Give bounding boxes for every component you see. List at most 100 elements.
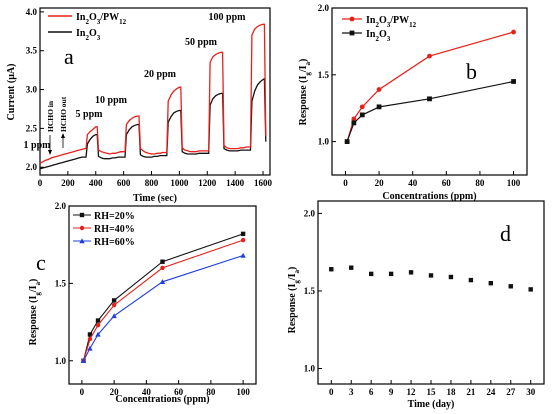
x-tick-label: 0	[80, 387, 85, 397]
x-tick-label: 0	[343, 178, 348, 188]
x-tick-label: 1600	[254, 178, 273, 188]
data-point	[528, 287, 533, 292]
text-part: In	[76, 28, 86, 39]
concentration-label: 50 ppm	[185, 37, 218, 48]
subscript: 2	[375, 21, 379, 29]
x-axis-title: Time (sec)	[133, 193, 177, 204]
x-tick-label: 0	[329, 387, 334, 397]
text-part: )	[28, 279, 39, 282]
x-tick-label: 200	[61, 178, 75, 188]
data-point	[111, 298, 117, 303]
x-tick-label: 40	[408, 178, 418, 188]
data-point	[427, 53, 432, 59]
x-tick-label: 20	[375, 178, 385, 188]
y-tick-label: 1.0	[304, 363, 316, 373]
concentration-label: 100 ppm	[209, 12, 247, 23]
plot-frame	[68, 205, 257, 385]
legend-label: In2O3/PW12	[366, 15, 417, 29]
x-tick-label: 100	[236, 387, 250, 397]
x-tick-label: 15	[427, 387, 437, 397]
text-part: /PW	[99, 12, 119, 23]
subscript: 2	[85, 18, 89, 26]
subscript: 2	[375, 35, 379, 43]
x-tick-label: 100	[507, 178, 521, 188]
y-tick-label: 3.5	[26, 46, 38, 56]
text-part: O	[89, 12, 97, 23]
legend: RH=20% RH=40% RH=60%	[73, 211, 135, 248]
data-point	[95, 331, 101, 337]
data-point	[427, 96, 432, 102]
panel-letter: c	[36, 250, 46, 275]
series-line-red	[82, 239, 244, 361]
x-axis-title: Concentrations (ppm)	[115, 394, 209, 405]
subscript: g	[293, 280, 301, 284]
subscript: 3	[387, 35, 391, 43]
x-tick-label: 1000	[170, 178, 189, 188]
series-line-black	[39, 77, 267, 170]
data-point	[329, 267, 334, 272]
panel-letter: a	[64, 44, 74, 69]
x-tick-label: 3	[349, 387, 354, 397]
data-point	[359, 104, 365, 110]
data-point	[111, 313, 117, 319]
legend-marker	[79, 225, 85, 231]
x-tick-label: 30	[526, 387, 536, 397]
series-line-black	[82, 233, 244, 361]
panel-d: 0 3 6 9 12 15 18 21 24 27 30 1.0 1.5 2.0 d Time (day) Re…	[287, 200, 545, 410]
legend-marker	[349, 16, 355, 22]
data-point	[359, 112, 365, 118]
data-point	[376, 87, 382, 92]
hcho-out-label: HCHO out	[59, 96, 68, 132]
data-point	[95, 322, 101, 328]
data-point	[468, 277, 474, 283]
data-point	[351, 116, 357, 122]
legend-marker	[349, 30, 355, 36]
y-axis-title: Response (Ig/Ia)	[287, 267, 301, 334]
concentration-label: 10 ppm	[95, 95, 128, 106]
data-point	[160, 265, 165, 271]
hcho-in-arrowhead	[48, 150, 52, 155]
x-tick-label: 12	[407, 387, 417, 397]
x-tick-label: 800	[145, 178, 159, 188]
data-point	[351, 120, 357, 126]
x-tick-label: 80	[206, 387, 216, 397]
text-part: O	[379, 29, 387, 40]
subscript: a	[304, 61, 312, 65]
data-point	[240, 252, 246, 258]
x-tick-label: 60	[174, 387, 184, 397]
x-tick-label: 24	[486, 387, 496, 397]
data-point	[408, 270, 414, 275]
hcho-out-arrowhead	[61, 133, 65, 138]
y-axis-title: Response (Ig/Ia)	[298, 59, 312, 126]
data-point	[87, 345, 93, 351]
text-part: In	[76, 12, 86, 23]
legend-marker	[79, 212, 85, 218]
text-part: O	[89, 28, 97, 39]
x-tick-label: 400	[89, 178, 103, 188]
x-tick-label: 1400	[226, 178, 245, 188]
x-tick-label: 27	[506, 387, 516, 397]
subscript: 12	[409, 21, 417, 29]
text-part: )	[298, 59, 309, 62]
panel-letter: b	[466, 59, 477, 84]
legend-label: RH=20%	[94, 211, 135, 222]
data-point	[428, 273, 434, 278]
text-part: Response (I	[298, 76, 309, 126]
data-point	[95, 318, 101, 323]
data-point	[388, 271, 394, 277]
x-tick-label: 20	[110, 387, 120, 397]
panel-c: 0 20 40 60 80 100 1.0 1.5 2.0 RH=20% RH=40% RH=60% c…	[28, 201, 257, 405]
data-point	[80, 358, 87, 363]
data-point	[87, 332, 93, 337]
y-axis-title: Response (Ig/Ia)	[28, 279, 42, 346]
panel-b: 0 20 40 60 80 1001.01.52.0In2O3/PW12In2O3bCon…	[298, 3, 528, 202]
subscript: 3	[387, 21, 391, 29]
subscript: 2	[85, 34, 89, 42]
y-tick-label: 2.0	[304, 208, 316, 218]
subscript: 3	[97, 34, 101, 42]
panel-letter: d	[500, 221, 511, 246]
y-axis-title: Current (μA)	[6, 64, 17, 121]
data-point	[488, 280, 494, 286]
data-point	[448, 274, 454, 280]
